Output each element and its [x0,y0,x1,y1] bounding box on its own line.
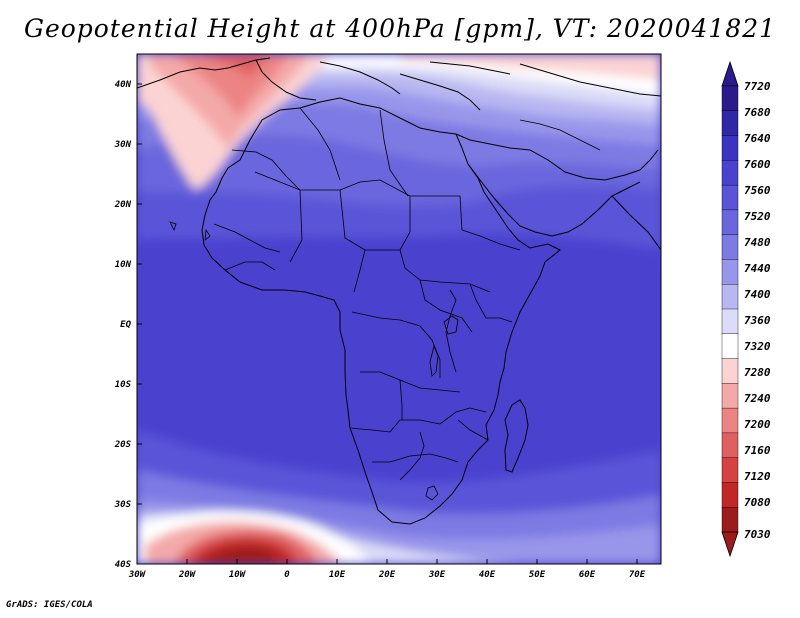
colorbar-swatch [721,358,739,384]
colorbar-swatch [721,284,739,310]
height-field [137,54,661,564]
colorbar-label: 7360 [744,314,771,327]
colorbar-labels: 7720 7680 7640 7600 7560 7520 7480 7440 … [744,80,771,541]
colorbar-label: 7520 [744,210,771,223]
colorbar-swatch [721,184,739,211]
colorbar-label: 7080 [744,496,771,509]
lon-label: 40E [479,570,496,580]
colorbar-swatch [721,507,739,533]
plot-frame [136,53,662,565]
colorbar-swatch [721,259,739,285]
colorbar-label: 7120 [744,470,771,483]
colorbar-label: 7400 [744,288,771,301]
lat-label: 10N [115,260,132,270]
lat-label: EQ [120,320,131,330]
lat-label: 30N [114,140,132,150]
longitude-labels: 30W 20W 10W 0 10E 20E 30E 40E 50E 60E 70… [128,570,646,580]
colorbar-top-arrow [721,60,739,87]
colorbar-swatch [721,234,739,260]
latitude-labels: 40N 30N 20N 10N EQ 10S 20S 30S 40S [114,80,132,570]
country-borders [213,107,601,481]
lon-label: 10W [229,570,247,580]
colorbar-swatch [721,85,739,112]
lat-label: 40N [115,80,132,90]
lon-label: 50E [529,570,546,580]
map-title: Geopotential Height at 400hPa [gpm], VT:… [23,14,777,43]
colorbar-label: 7680 [744,106,771,119]
lon-label: 20W [178,570,197,580]
colorbar-swatches [721,85,739,533]
colorbar-swatch [721,407,739,434]
colorbar-label: 7320 [744,340,771,353]
lat-label: 10S [115,380,132,390]
colorbar-swatch [721,432,739,459]
colorbar-label: 7030 [744,528,771,541]
axis-ticks [136,83,638,565]
colorbar-label: 7560 [744,184,771,197]
lat-label: 20N [114,200,132,210]
lat-label: 20S [114,440,132,450]
credit-text: GrADS: IGES/COLA [6,600,93,610]
lat-label: 40S [115,560,132,570]
coastlines [137,57,661,525]
colorbar-label: 7640 [744,132,771,145]
lon-label: 10E [329,570,346,580]
colorbar-label: 7720 [744,80,771,93]
colorbar-label: 7200 [744,418,771,431]
colorbar-swatch [721,160,739,186]
colorbar-label: 7280 [744,366,771,379]
colorbar-swatch [721,333,739,360]
colorbar-bottom-arrow [721,531,739,558]
colorbar-swatch [721,135,739,161]
lakes-islands [169,221,459,501]
colorbar-swatch [721,209,739,236]
lon-label: 30W [128,570,147,580]
colorbar-swatch [721,308,739,335]
colorbar-label: 7600 [744,158,771,171]
colorbar-swatch [721,383,739,409]
colorbar-label: 7440 [744,262,771,275]
colorbar: 7720 7680 7640 7600 7560 7520 7480 7440 … [721,60,771,558]
colorbar-swatch [721,110,739,137]
lon-label: 60E [579,570,596,580]
lon-label: 20E [378,570,396,580]
lon-label: 30E [428,570,446,580]
colorbar-swatch [721,457,739,483]
colorbar-label: 7480 [744,236,771,249]
lon-label: 0 [284,570,290,580]
colorbar-swatch [721,482,739,508]
colorbar-label: 7240 [744,392,771,405]
lon-label: 70E [629,570,646,580]
lat-label: 30S [114,500,132,510]
colorbar-label: 7160 [744,444,771,457]
